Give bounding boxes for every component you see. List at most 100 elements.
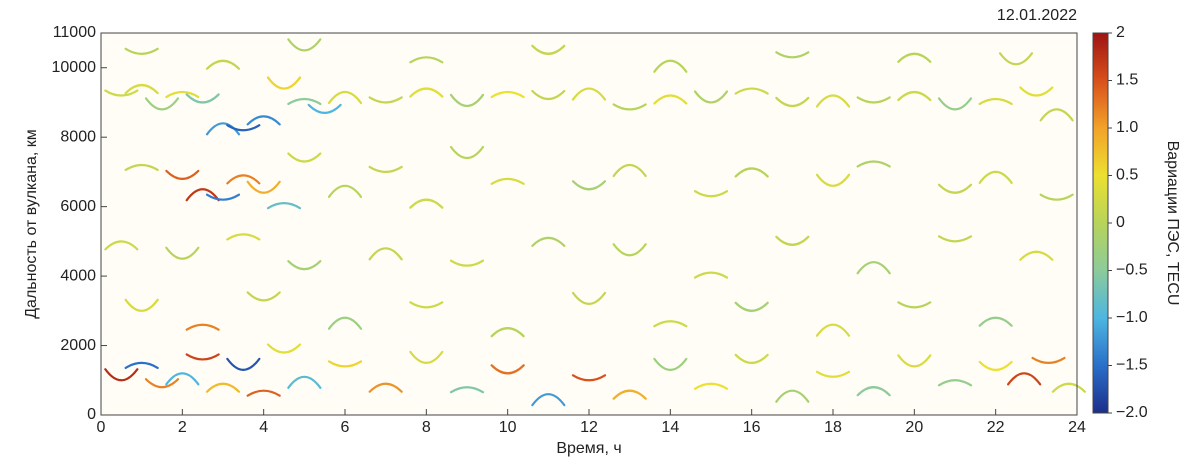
tec-point <box>1031 356 1066 365</box>
tec-point <box>144 97 180 111</box>
tec-point <box>531 393 566 407</box>
tec-point <box>185 353 220 361</box>
tec-point <box>653 94 688 105</box>
tec-point <box>449 145 485 160</box>
tec-point <box>185 323 220 331</box>
x-tick-label: 24 <box>1068 419 1086 436</box>
tec-point <box>490 90 525 99</box>
tec-point <box>205 382 241 393</box>
tec-point <box>897 90 932 102</box>
tec-point <box>815 173 851 187</box>
tec-point <box>937 379 973 387</box>
y-tick-label: 4000 <box>60 267 96 284</box>
tec-point <box>449 93 485 108</box>
tec-point <box>226 357 261 371</box>
y-axis-label: Дальность от вулкана, км <box>23 129 40 319</box>
colorbar-tick-label: −2.0 <box>1116 404 1148 421</box>
tec-point <box>734 167 769 178</box>
tec-point <box>815 370 851 378</box>
tec-point <box>693 271 729 279</box>
tec-point <box>775 51 810 59</box>
tec-point <box>571 87 607 101</box>
tec-point <box>1039 108 1074 122</box>
tec-point <box>998 52 1034 66</box>
tec-point <box>897 354 932 368</box>
tec-point <box>409 56 444 64</box>
tec-point <box>246 115 281 126</box>
x-tick-label: 12 <box>580 419 598 436</box>
tec-point <box>856 160 891 168</box>
x-tick-label: 22 <box>987 419 1005 436</box>
colorbar <box>1092 32 1109 414</box>
tec-point <box>165 246 200 260</box>
tec-point <box>327 90 363 105</box>
chart-title: 12.01.2022 <box>997 7 1077 24</box>
tec-point <box>307 103 342 114</box>
tec-point <box>693 382 729 390</box>
x-tick-label: 16 <box>743 419 761 436</box>
tec-point <box>266 202 302 210</box>
tec-point <box>775 96 810 108</box>
tec-point <box>287 375 322 389</box>
tec-point <box>327 360 363 368</box>
tec-point <box>287 260 322 271</box>
tec-point <box>185 93 220 104</box>
tec-point <box>327 184 363 198</box>
tec-point <box>246 389 281 397</box>
y-tick-label: 11000 <box>53 24 96 41</box>
tec-point <box>266 343 302 354</box>
x-tick-label: 18 <box>824 419 842 436</box>
tec-point <box>287 97 322 106</box>
colorbar-tick-label: 1.0 <box>1116 119 1138 136</box>
tec-point <box>978 97 1013 106</box>
tec-point <box>1051 382 1086 393</box>
x-tick-label: 2 <box>178 419 187 436</box>
tec-point <box>368 382 403 393</box>
tec-point <box>124 163 159 172</box>
tec-point <box>1039 193 1074 201</box>
colorbar-tick-label: 0 <box>1116 214 1125 231</box>
tec-point <box>226 124 261 132</box>
tec-point <box>124 361 159 370</box>
tec-point <box>775 235 810 246</box>
tec-point <box>104 368 139 382</box>
tec-point <box>775 389 810 403</box>
colorbar-tick-label: 1.5 <box>1116 72 1138 89</box>
colorbar-label: Вариации ПЭС, TECU <box>1164 141 1181 306</box>
x-axis-label: Время, ч <box>556 440 621 457</box>
y-tick-label: 2000 <box>60 337 96 354</box>
tec-point <box>287 152 322 163</box>
colorbar-tick-label: −1.0 <box>1116 309 1148 326</box>
tec-point <box>978 360 1013 371</box>
tec-point <box>734 353 769 365</box>
tec-point <box>693 190 729 198</box>
colorbar-tick-label: 0.5 <box>1116 167 1138 184</box>
tec-point <box>937 235 973 243</box>
tec-point <box>205 59 241 70</box>
tec-point <box>368 247 403 261</box>
colorbar-tick-label: −1.5 <box>1116 357 1148 374</box>
tec-point <box>571 374 607 382</box>
tec-point <box>1019 86 1054 97</box>
tec-point <box>124 83 159 95</box>
tec-point <box>165 90 200 99</box>
tec-point <box>1007 372 1042 386</box>
x-tick-label: 4 <box>259 419 268 436</box>
tec-point <box>612 243 647 257</box>
tec-point <box>205 122 241 136</box>
tec-point <box>449 386 485 394</box>
x-tick-label: 6 <box>341 419 350 436</box>
tec-point <box>937 183 973 194</box>
x-tick-label: 14 <box>661 419 679 436</box>
x-tick-label: 8 <box>422 419 431 436</box>
x-tick-label: 0 <box>97 419 106 436</box>
y-tick-label: 8000 <box>60 128 96 145</box>
tec-point <box>287 38 322 52</box>
tec-point <box>368 96 403 104</box>
tec-point <box>205 193 241 201</box>
tec-point <box>124 298 159 312</box>
tec-point <box>165 372 200 386</box>
tec-point <box>368 165 403 174</box>
